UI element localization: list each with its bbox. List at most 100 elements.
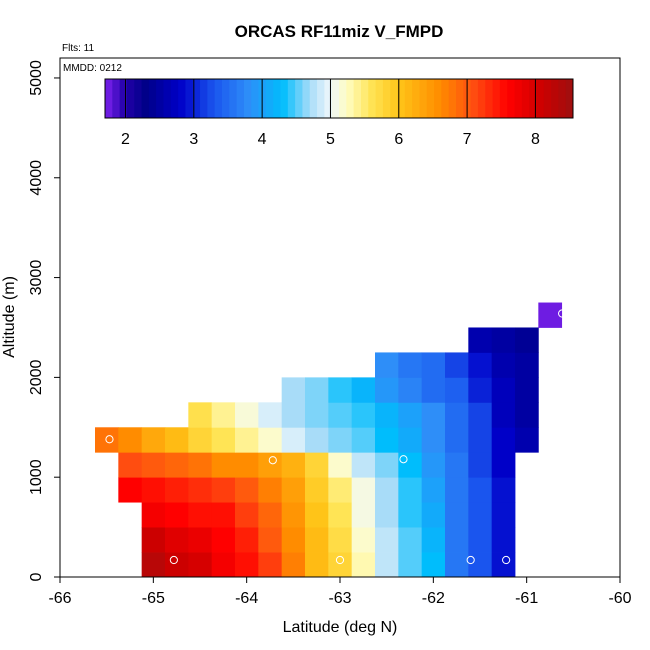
heatmap-cell <box>141 427 166 453</box>
heatmap-cell <box>281 527 306 553</box>
y-tick-label: 0 <box>28 572 45 581</box>
heatmap-cell <box>211 402 236 428</box>
heatmap-cell <box>421 552 446 578</box>
colorbar-swatch <box>375 79 384 118</box>
x-axis: -66 -65 -64 -63 -62 -61 -60 <box>48 577 632 607</box>
heatmap-cell <box>398 552 423 578</box>
colorbar-swatch <box>521 79 530 118</box>
colorbar-swatch <box>163 79 172 118</box>
colorbar-swatch <box>229 79 238 118</box>
colorbar-swatch <box>346 79 355 118</box>
sample-marker <box>558 309 567 318</box>
heatmap-cell <box>421 377 446 403</box>
colorbar-swatch <box>404 79 413 118</box>
colorbar-swatch <box>492 79 501 118</box>
colorbar-swatch <box>485 79 494 118</box>
heatmap-cell <box>398 352 423 378</box>
heatmap-cell <box>211 477 236 503</box>
heatmap-cell <box>305 552 329 578</box>
heatmap-cell <box>141 452 166 478</box>
colorbar-swatch <box>426 79 435 118</box>
heatmap-cell <box>211 502 236 528</box>
heatmap-cell <box>398 402 423 428</box>
heatmap-cell <box>211 427 236 453</box>
colorbar-swatch <box>302 79 311 118</box>
x-tick-label: -60 <box>608 590 631 607</box>
heatmap-cell <box>468 552 493 578</box>
colorbar-swatch <box>148 79 157 118</box>
colorbar: 2 3 4 5 6 7 8 <box>104 78 574 148</box>
colorbar-swatch <box>412 79 420 118</box>
colorbar-swatch <box>243 79 252 118</box>
colorbar-swatch <box>105 79 113 118</box>
heatmap-cell <box>258 427 283 453</box>
heatmap-cell <box>445 477 469 503</box>
heatmap-cell <box>398 502 423 528</box>
heatmap-cell <box>515 352 539 378</box>
colorbar-swatch <box>317 79 325 118</box>
heatmap-cell <box>375 502 399 528</box>
heatmap-cell <box>188 552 213 578</box>
colorbar-swatch <box>470 79 479 118</box>
y-tick-label: 3000 <box>28 260 45 296</box>
colorbar-swatch <box>499 79 508 118</box>
heatmap-cell <box>328 452 353 478</box>
heatmap-cell <box>328 377 353 403</box>
x-axis-label: Latitude (deg N) <box>283 619 398 636</box>
heatmap-cell <box>351 502 376 528</box>
heatmap-cell <box>421 402 446 428</box>
heatmap-cell <box>515 427 539 453</box>
sample-marker <box>335 555 345 565</box>
heatmap-cell <box>188 502 213 528</box>
heatmap-cell <box>398 477 423 503</box>
colorbar-tick-label: 4 <box>258 131 267 148</box>
x-tick-label: -62 <box>422 590 445 607</box>
colorbar-swatch <box>456 79 464 118</box>
colorbar-tick-label: 3 <box>189 131 198 148</box>
heatmap-cell <box>351 377 376 403</box>
heatmap-cell <box>445 402 469 428</box>
heatmap-cell <box>445 527 469 553</box>
colorbar-swatch <box>214 79 223 118</box>
colorbar-swatch <box>222 79 230 118</box>
heatmap-cell <box>421 502 446 528</box>
colorbar-tick-label: 8 <box>531 131 540 148</box>
sample-marker <box>502 555 511 565</box>
sample-markers <box>105 309 567 565</box>
heatmap-cell <box>235 427 259 453</box>
y-tick-label: 2000 <box>28 359 45 395</box>
colorbar-tick-label: 5 <box>326 131 335 148</box>
heatmap-cells <box>95 302 563 578</box>
colorbar-swatch <box>324 79 333 118</box>
heatmap-cell <box>118 427 143 453</box>
y-tick-label: 1000 <box>28 459 45 495</box>
heatmap-cell <box>305 502 329 528</box>
x-tick-label: -63 <box>328 590 351 607</box>
heatmap-cell <box>398 452 423 478</box>
heatmap-cell <box>188 527 213 553</box>
heatmap-cell <box>491 427 516 453</box>
heatmap-cell <box>538 302 563 328</box>
colorbar-swatch <box>558 79 567 118</box>
colorbar-swatch <box>134 79 143 118</box>
heatmap-cell <box>491 402 516 428</box>
heatmap-cell <box>445 377 469 403</box>
heatmap-cell <box>305 427 329 453</box>
heatmap-cell <box>421 352 446 378</box>
heatmap-cell <box>258 477 283 503</box>
colorbar-swatch <box>507 79 515 118</box>
colorbar-swatch <box>339 79 347 118</box>
heatmap-cell <box>188 427 213 453</box>
heatmap-cell <box>281 552 306 578</box>
heatmap-cell <box>421 477 446 503</box>
heatmap-cell <box>258 527 283 553</box>
heatmap-cell <box>515 377 539 403</box>
colorbar-swatch <box>265 79 274 118</box>
heatmap-cell <box>281 427 306 453</box>
heatmap-cell <box>468 527 493 553</box>
heatmap-cell <box>141 527 166 553</box>
heatmap-cell <box>375 427 399 453</box>
heatmap-cell <box>141 552 166 578</box>
colorbar-swatch <box>353 79 362 118</box>
heatmap-cell <box>421 427 446 453</box>
